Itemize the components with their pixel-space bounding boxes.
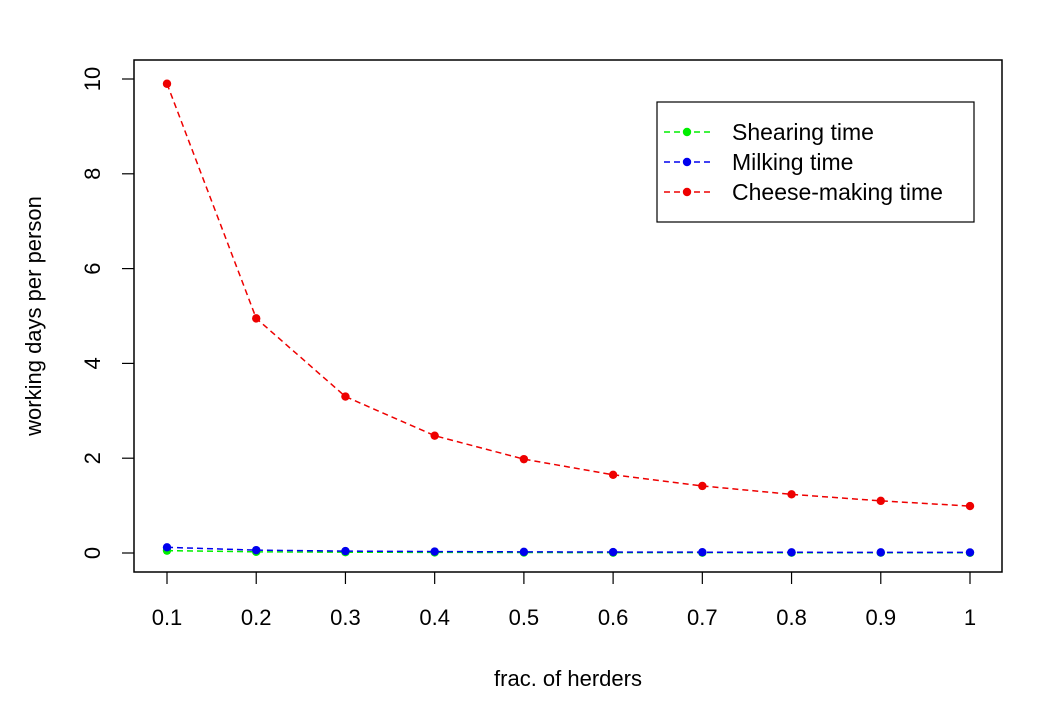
data-point (876, 548, 885, 557)
legend-marker (682, 187, 692, 197)
legend-label: Cheese-making time (732, 179, 943, 205)
y-tick-label: 10 (80, 67, 105, 91)
x-tick-label: 0.4 (419, 605, 450, 630)
plot-frame (133, 59, 1003, 573)
x-tick-label: 0.7 (687, 605, 718, 630)
data-point (608, 547, 618, 557)
data-point (787, 490, 796, 499)
legend-item: Cheese-making time (664, 179, 943, 205)
legend-marker (682, 157, 692, 167)
series-layer (162, 79, 975, 557)
y-tick-label: 4 (80, 357, 105, 369)
y-tick-label: 0 (80, 547, 105, 559)
x-axis-title: frac. of herders (494, 666, 642, 691)
x-tick-label: 0.9 (865, 605, 896, 630)
y-axis-title: working days per person (21, 196, 46, 437)
y-tick-label: 8 (80, 168, 105, 180)
x-tick-label: 1 (964, 605, 976, 630)
y-tick-label: 2 (80, 452, 105, 464)
data-point (698, 547, 707, 557)
x-tick-label: 0.1 (152, 605, 183, 630)
data-point (965, 501, 975, 511)
data-point (519, 454, 529, 464)
data-point (341, 546, 350, 556)
data-point (519, 547, 529, 557)
data-point (965, 548, 975, 557)
data-point (252, 314, 261, 323)
x-tick-label: 0.6 (598, 605, 629, 630)
series-line (166, 546, 971, 554)
legend-item: Shearing time (664, 119, 874, 145)
legend-items: Shearing time Milking time Cheese-making t… (664, 119, 943, 205)
x-tick-label: 0.2 (241, 605, 272, 630)
data-point (876, 496, 885, 506)
x-tick-label: 0.5 (509, 605, 540, 630)
x-tick-label: 0.3 (330, 605, 361, 630)
data-point (252, 545, 261, 555)
legend-label: Shearing time (732, 119, 874, 145)
data-point (430, 547, 439, 556)
data-point (608, 470, 618, 479)
legend-marker (682, 127, 692, 137)
series-milking-time (162, 543, 975, 557)
data-point (341, 392, 350, 401)
data-point (162, 543, 172, 552)
series-line (166, 83, 971, 507)
legend-label: Milking time (732, 149, 853, 175)
data-point (698, 481, 707, 491)
y-axis: 0 2 4 6 8 10 (80, 67, 134, 559)
data-point (430, 431, 439, 440)
x-tick-label: 0.8 (776, 605, 807, 630)
legend: Shearing time Milking time Cheese-making t… (656, 101, 975, 223)
legend-item: Milking time (664, 149, 853, 175)
data-point (162, 79, 172, 88)
y-tick-label: 6 (80, 262, 105, 274)
series-cheese-making-time (162, 79, 975, 511)
data-point (787, 548, 796, 557)
x-axis: 0.1 0.2 0.3 0.4 0.5 0.6 0.7 0.8 0.9 1 (152, 572, 976, 630)
